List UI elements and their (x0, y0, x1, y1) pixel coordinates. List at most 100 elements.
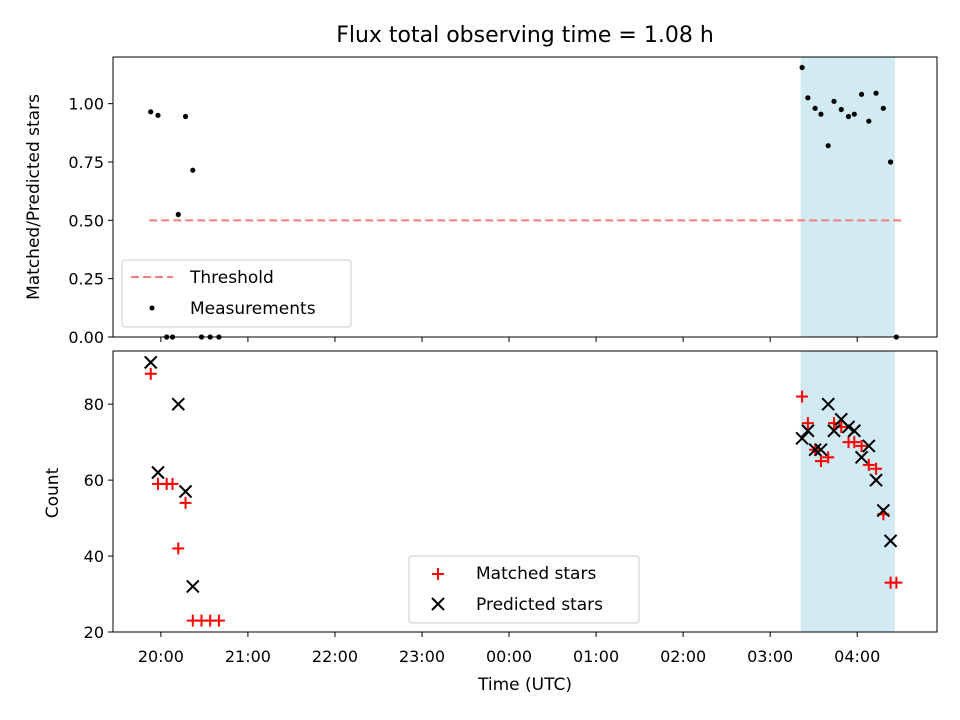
legend-measurements-label: Measurements (190, 299, 316, 319)
matched-stars-point (172, 542, 185, 555)
top-y-tick-label: 1.00 (68, 95, 104, 114)
predicted-stars-stroke (186, 579, 200, 594)
measurement-point (155, 112, 161, 118)
matched-stars-point (862, 458, 875, 471)
predicted-stars-point (876, 503, 891, 518)
predicted-stars-stroke (883, 534, 898, 548)
predicted-stars-point (808, 443, 822, 457)
predicted-stars-point (144, 355, 158, 370)
top-y-tick-label: 0.50 (68, 211, 104, 230)
top-y-tick-label: 0.00 (68, 328, 104, 347)
legend-measurements-swatch (149, 305, 155, 311)
top-axes-frame (112, 56, 938, 338)
matched-stars-point (801, 417, 814, 430)
x-axis-label: Time (UTC) (477, 675, 572, 695)
predicted-stars-point (186, 579, 200, 594)
legend-bottom-box (408, 555, 640, 624)
predicted-stars-point (151, 465, 165, 480)
measurement-point (858, 91, 865, 97)
predicted-stars-stroke (847, 424, 862, 438)
matched-stars-point (212, 614, 225, 627)
top-y-axis-label: Matched/Predicted stars (24, 94, 44, 300)
bottom-y-axis-label: Count (43, 467, 63, 518)
predicted-stars-point (869, 473, 883, 487)
legend-bottom: Matched stars Predicted stars (408, 555, 640, 624)
predicted-stars-point (801, 424, 815, 438)
measurement-point (182, 113, 189, 120)
matched-stars-point (796, 390, 809, 403)
predicted-stars-point (795, 431, 809, 446)
measurement-point (190, 167, 196, 173)
matched-stars-point (166, 477, 179, 490)
predicted-stars-point (821, 397, 835, 411)
x-tick-label: 00:00 (486, 647, 532, 666)
matched-stars-point (814, 455, 827, 468)
predicted-stars-stroke (869, 473, 883, 487)
predicted-stars-point (827, 424, 841, 438)
x-tick-label: 04:00 (834, 647, 880, 666)
predicted-stars-stroke (151, 465, 165, 480)
legend-top: Threshold Measurements (121, 259, 352, 328)
predicted-stars-stroke (801, 424, 815, 438)
predicted-stars-point (854, 450, 869, 465)
legend-threshold-label: Threshold (189, 268, 274, 288)
predicted-stars-stroke (876, 503, 891, 518)
measurement-point (873, 90, 879, 96)
measurement-point (799, 64, 805, 71)
bottom-y-tick-label: 20 (84, 623, 104, 642)
predicted-stars-point (814, 443, 828, 457)
predicted-stars-stroke (827, 424, 841, 438)
predicted-stars-point (178, 484, 193, 499)
chart-title: Flux total observing time = 1.08 h (336, 23, 714, 48)
bottom-y-tick-label: 40 (84, 547, 104, 566)
predicted-stars-point (847, 424, 862, 438)
bottom-axes-frame (112, 350, 938, 633)
count-panel: 20 40 60 80 20:00 21:00 22:00 23:00 00:00 01:00 02… (84, 350, 938, 666)
predicted-stars-stroke (808, 443, 822, 457)
x-tick-label: 21:00 (225, 647, 271, 666)
predicted-stars-stroke (178, 484, 193, 499)
legend-predicted-swatch (431, 597, 445, 611)
measurement-point (851, 111, 857, 117)
measurement-point (812, 105, 818, 111)
bottom-y-tick-label: 80 (84, 395, 104, 414)
predicted-stars-point (862, 439, 876, 453)
predicted-stars-stroke (834, 412, 848, 427)
measurement-point (805, 95, 811, 101)
measurement-point (866, 118, 872, 124)
measurement-point (887, 159, 894, 165)
matched-stars-point (870, 462, 883, 475)
predicted-stars-stroke (171, 397, 185, 411)
matched-stars-point (848, 436, 861, 449)
x-tick-label: 22:00 (312, 647, 358, 666)
measurement-point (845, 113, 852, 120)
measurement-point (838, 106, 844, 113)
predicted-stars-stroke (841, 420, 856, 434)
matched-stars-point (822, 451, 835, 464)
measurement-point (818, 111, 824, 117)
legend-predicted-label: Predicted stars (476, 595, 603, 615)
predicted-stars-point (841, 420, 856, 434)
bottom-y-tick-label: 60 (84, 471, 104, 490)
measurement-point (880, 105, 886, 111)
legend-matched-label: Matched stars (476, 564, 596, 584)
predicted-stars-stroke (821, 397, 835, 411)
predicted-stars-point (171, 397, 185, 411)
predicted-stars-point (883, 534, 898, 548)
x-tick-label: 03:00 (747, 647, 793, 666)
matched-stars-point (890, 576, 903, 589)
predicted-stars-stroke (862, 439, 876, 453)
matched-stars-point (179, 496, 192, 509)
matched-stars-point (855, 439, 868, 452)
top-y-tick-label: 0.75 (68, 153, 104, 172)
x-tick-label: 20:00 (138, 647, 184, 666)
measurement-point (148, 109, 154, 115)
top-y-tick-label: 0.25 (68, 270, 104, 289)
legend-matched-swatch (432, 568, 444, 580)
measurement-point (825, 143, 831, 149)
predicted-stars-stroke (854, 450, 869, 465)
bottom-highlight-span (800, 351, 895, 632)
measurement-point (175, 211, 181, 218)
predicted-stars-stroke (795, 431, 809, 446)
